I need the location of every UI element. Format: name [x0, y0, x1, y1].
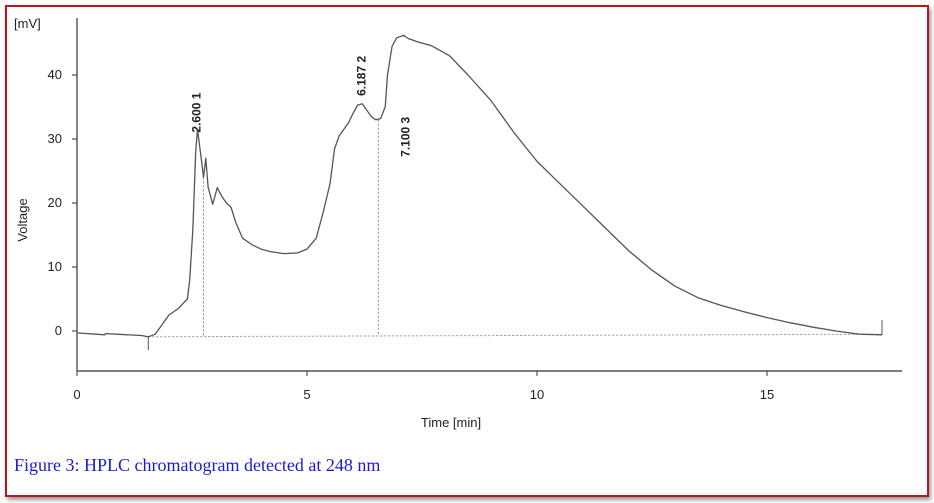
peak-label: 7.100 3 — [399, 116, 413, 156]
baseline-layer — [148, 333, 883, 338]
x-tick-label: 5 — [303, 387, 310, 402]
integration-baseline — [148, 333, 883, 338]
peak-label: 6.187 2 — [355, 56, 369, 96]
y-tick-label: 0 — [55, 323, 62, 338]
y-unit-label: [mV] — [14, 16, 41, 31]
y-tick-label: 40 — [48, 67, 62, 82]
figure-frame — [5, 5, 929, 497]
x-tick-label: 15 — [760, 387, 774, 402]
y-axis-label: Voltage — [15, 198, 30, 241]
y-tick-label: 30 — [48, 131, 62, 146]
y-tick-label: 20 — [48, 195, 62, 210]
trace-layer — [76, 34, 883, 351]
chart-axes — [76, 18, 902, 372]
y-tick-label: 10 — [48, 259, 62, 274]
chromatogram-trace — [76, 34, 883, 338]
axis-ticks: 0 5 10 15 0 10 20 30 40 — [48, 67, 775, 402]
x-tick-label: 10 — [530, 387, 544, 402]
x-tick-label: 0 — [73, 387, 80, 402]
figure-caption: Figure 3: HPLC chromatogram detected at … — [14, 455, 381, 475]
peak-label: 2.600 1 — [190, 92, 204, 132]
x-axis-label: Time [min] — [421, 415, 481, 430]
peak-labels: 2.600 1 6.187 2 7.100 3 — [190, 56, 413, 337]
